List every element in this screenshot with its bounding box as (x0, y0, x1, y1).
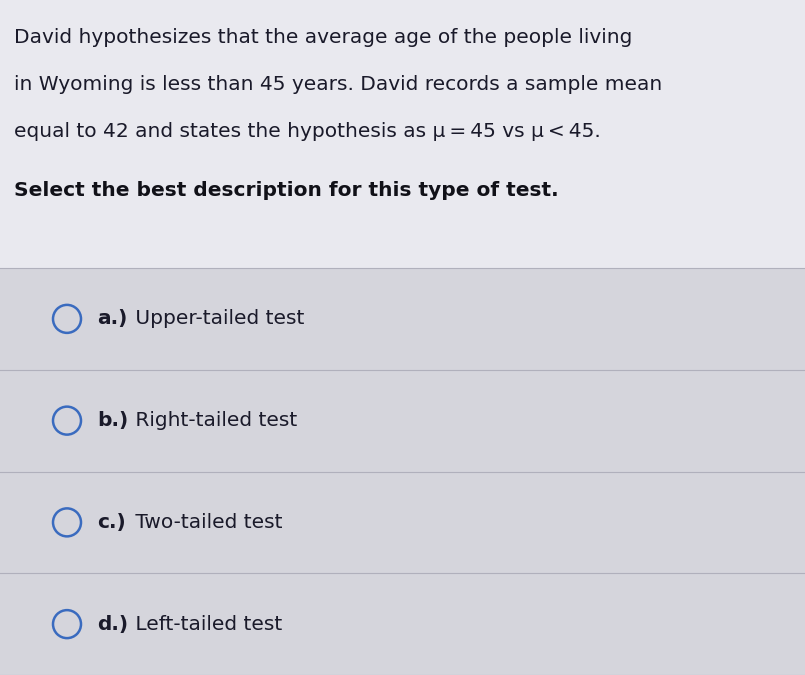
Text: b.): b.) (97, 411, 128, 430)
Text: Right-tailed test: Right-tailed test (129, 411, 297, 430)
Text: David hypothesizes that the average age of the people living: David hypothesizes that the average age … (14, 28, 633, 47)
Text: Upper-tailed test: Upper-tailed test (129, 309, 304, 328)
Text: a.): a.) (97, 309, 127, 328)
Bar (0, 0, 805, 268)
Text: Left-tailed test: Left-tailed test (129, 615, 283, 634)
Bar (0, 268, 805, 675)
Text: Two-tailed test: Two-tailed test (129, 513, 283, 532)
Text: Select the best description for this type of test.: Select the best description for this typ… (14, 181, 559, 200)
Text: c.): c.) (97, 513, 126, 532)
Text: in Wyoming is less than 45 years. David records a sample mean: in Wyoming is less than 45 years. David … (14, 75, 663, 94)
Text: d.): d.) (97, 615, 128, 634)
Text: equal to 42 and states the hypothesis as μ = 45 vs μ < 45.: equal to 42 and states the hypothesis as… (14, 122, 601, 141)
